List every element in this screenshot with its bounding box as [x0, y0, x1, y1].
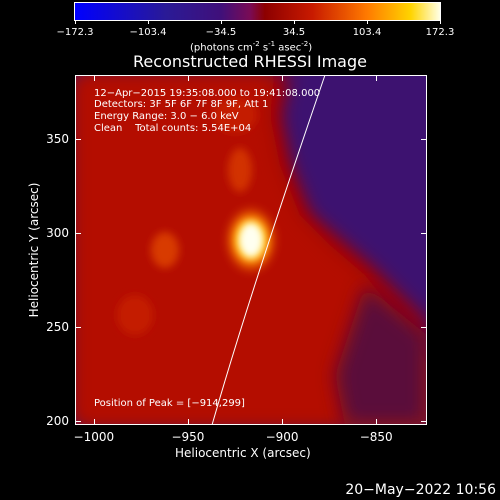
annotation-time: 12−Apr−2015 19:35:08.000 to 19:41:08.000 — [94, 88, 321, 99]
y-tick-label: 200 — [46, 414, 69, 429]
solar-limb-line — [211, 75, 326, 425]
x-tick-mark — [187, 419, 189, 425]
x-tick-label: −950 — [171, 430, 205, 444]
heatmap-plot — [75, 75, 427, 425]
footer-timestamp: 20−May−2022 10:56 — [345, 482, 496, 498]
colorbar-tick-mark — [75, 20, 76, 24]
colorbar-tick-label: 34.5 — [282, 27, 306, 38]
secondary-source — [151, 232, 179, 268]
colorbar-tick-mark — [440, 20, 441, 24]
colorbar-unit-label: (photons cm-2 s-1 asec-2) — [190, 40, 313, 54]
x-tick-label: −1000 — [73, 430, 115, 444]
y-tick-mark — [421, 138, 427, 140]
colorbar-tick-mark — [147, 20, 149, 24]
colorbar — [74, 2, 441, 21]
y-tick-label: 300 — [46, 226, 69, 241]
colorbar-tick-mark — [294, 20, 296, 24]
colorbar-tick-label: 103.4 — [352, 27, 382, 38]
peak-core — [239, 222, 263, 258]
x-axis-label: Heliocentric X (arcsec) — [175, 446, 311, 460]
y-tick-mark — [75, 233, 81, 235]
colorbar-tick-mark — [367, 20, 369, 24]
y-tick-mark — [421, 421, 427, 423]
colorbar-tick-label: −103.4 — [129, 27, 167, 38]
x-tick-label: −900 — [265, 430, 299, 444]
colorbar-tick-label: −34.5 — [205, 27, 237, 38]
colorbar-tick-label: 172.3 — [425, 27, 455, 38]
secondary-source — [213, 97, 257, 133]
x-tick-mark — [376, 419, 378, 425]
x-tick-mark — [93, 419, 95, 425]
y-tick-label: 350 — [46, 131, 69, 146]
x-tick-mark — [93, 75, 95, 81]
x-tick-mark — [282, 419, 284, 425]
y-tick-mark — [75, 421, 81, 423]
colorbar-tick-mark — [220, 20, 222, 24]
y-tick-label: 250 — [46, 320, 69, 335]
y-axis-label: Heliocentric Y (arcsec) — [27, 182, 41, 318]
annotation-detectors: Detectors: 3F 5F 6F 7F 8F 9F, Att 1 — [94, 99, 269, 110]
annotation-peak-position: Position of Peak = [−914,299] — [94, 398, 245, 409]
transition-region — [335, 285, 427, 425]
secondary-source — [228, 148, 252, 192]
y-tick-mark — [421, 233, 427, 235]
x-tick-mark — [282, 75, 284, 81]
chart-title: Reconstructed RHESSI Image — [133, 52, 367, 71]
y-tick-mark — [75, 138, 81, 140]
annotation-energy: Energy Range: 3.0 − 6.0 keV — [94, 111, 239, 122]
y-tick-mark — [75, 327, 81, 329]
x-tick-mark — [376, 75, 378, 81]
heatmap-svg — [75, 75, 427, 425]
colorbar-tick-label: −172.3 — [56, 27, 94, 38]
x-tick-mark — [187, 75, 189, 81]
y-tick-mark — [421, 327, 427, 329]
x-tick-label: −850 — [359, 430, 393, 444]
secondary-source — [117, 295, 153, 335]
annotation-clean: Clean Total counts: 5.54E+04 — [94, 123, 252, 134]
